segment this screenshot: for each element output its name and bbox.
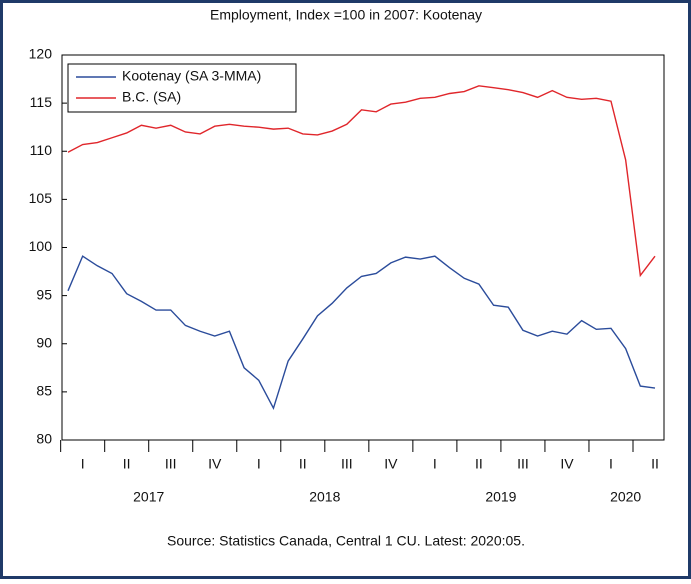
y-tick-label: 80 (36, 431, 52, 447)
x-tick-label: III (517, 456, 529, 472)
legend-label: B.C. (SA) (122, 89, 181, 105)
x-tick-label: I (433, 456, 437, 472)
y-tick-label: 95 (36, 286, 52, 302)
y-tick-label: 90 (36, 334, 52, 350)
x-tick-label: IV (384, 456, 398, 472)
year-label: 2017 (133, 489, 164, 505)
chart-title: Employment, Index =100 in 2007: Kootenay (210, 7, 482, 23)
legend-box (67, 63, 297, 113)
x-tick-label: II (475, 456, 483, 472)
year-label: 2020 (610, 489, 641, 505)
x-tick-label: III (341, 456, 353, 472)
x-tick-label: IV (208, 456, 222, 472)
x-tick-label: I (609, 456, 613, 472)
series-line (67, 85, 656, 278)
y-tick-label: 105 (29, 190, 53, 206)
x-tick-label: II (651, 456, 659, 472)
x-tick-label: II (299, 456, 307, 472)
y-tick-label: 110 (30, 142, 53, 158)
source-note: Source: Statistics Canada, Central 1 CU.… (167, 533, 525, 549)
year-label: 2019 (485, 489, 516, 505)
year-label: 2018 (309, 489, 340, 505)
x-tick-label: III (165, 456, 177, 472)
series-line (67, 255, 656, 411)
legend: Kootenay (SA 3-MMA) B.C. (SA) (67, 63, 297, 113)
x-tick-label: II (123, 456, 131, 472)
y-tick-label: 85 (36, 383, 52, 399)
x-tick-label: I (81, 456, 85, 472)
y-tick-label: 100 (29, 238, 53, 254)
x-tick-label: IV (560, 456, 574, 472)
x-tick-label: I (257, 456, 261, 472)
legend-label: Kootenay (SA 3-MMA) (122, 68, 261, 84)
y-tick-label: 115 (30, 94, 53, 110)
y-tick-label: 120 (29, 46, 53, 62)
